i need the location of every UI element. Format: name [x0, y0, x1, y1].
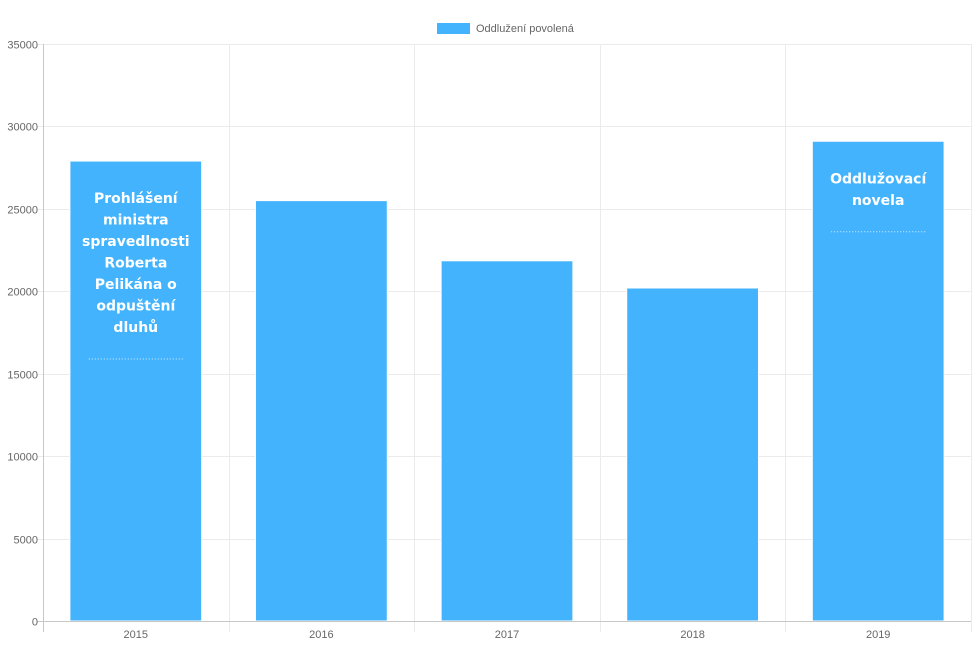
x-tick-label: 2019: [866, 629, 890, 641]
bar: [255, 200, 388, 622]
annotation-line: dluhů: [113, 319, 158, 336]
y-tick-label: 0: [32, 617, 38, 629]
y-tick-label: 20000: [7, 287, 38, 299]
y-tick-label: 30000: [7, 122, 38, 134]
annotation-line: Prohlášení: [94, 191, 179, 207]
annotation-line: Roberta: [104, 256, 167, 272]
bar: [69, 160, 203, 622]
legend-label: Oddlužení povolená: [476, 23, 575, 35]
bar: [811, 140, 945, 622]
legend: Oddlužení povolená: [437, 23, 575, 35]
x-tick-label: 2017: [495, 629, 519, 641]
y-tick-label: 35000: [7, 40, 38, 52]
x-tick-label: 2018: [680, 629, 704, 641]
bar: [626, 287, 759, 622]
y-tick-label: 15000: [7, 370, 38, 382]
axes: 0 5000 10000 15000 20000 25000 30000 35000 2015 2…: [7, 40, 971, 641]
annotation-line: Pelikána o: [95, 277, 177, 293]
annotation-line: novela: [852, 193, 904, 209]
y-tick-label: 25000: [7, 205, 38, 217]
y-tick-label: 5000: [14, 535, 38, 547]
annotation-line: spravedlnosti: [82, 234, 190, 250]
bars: [69, 140, 945, 622]
annotation-line: odpuštění: [96, 299, 176, 315]
bar: [440, 260, 574, 622]
annotations: Prohlášení ministra spravedlnosti Roberta Pe…: [82, 171, 927, 360]
x-tick-label: 2015: [124, 629, 148, 641]
legend-swatch: [437, 23, 470, 34]
annotation-line: ministra: [103, 213, 169, 229]
x-tick-label: 2016: [309, 629, 333, 641]
annotation-line: Oddlužovací: [830, 171, 927, 187]
y-tick-label: 10000: [7, 452, 38, 464]
